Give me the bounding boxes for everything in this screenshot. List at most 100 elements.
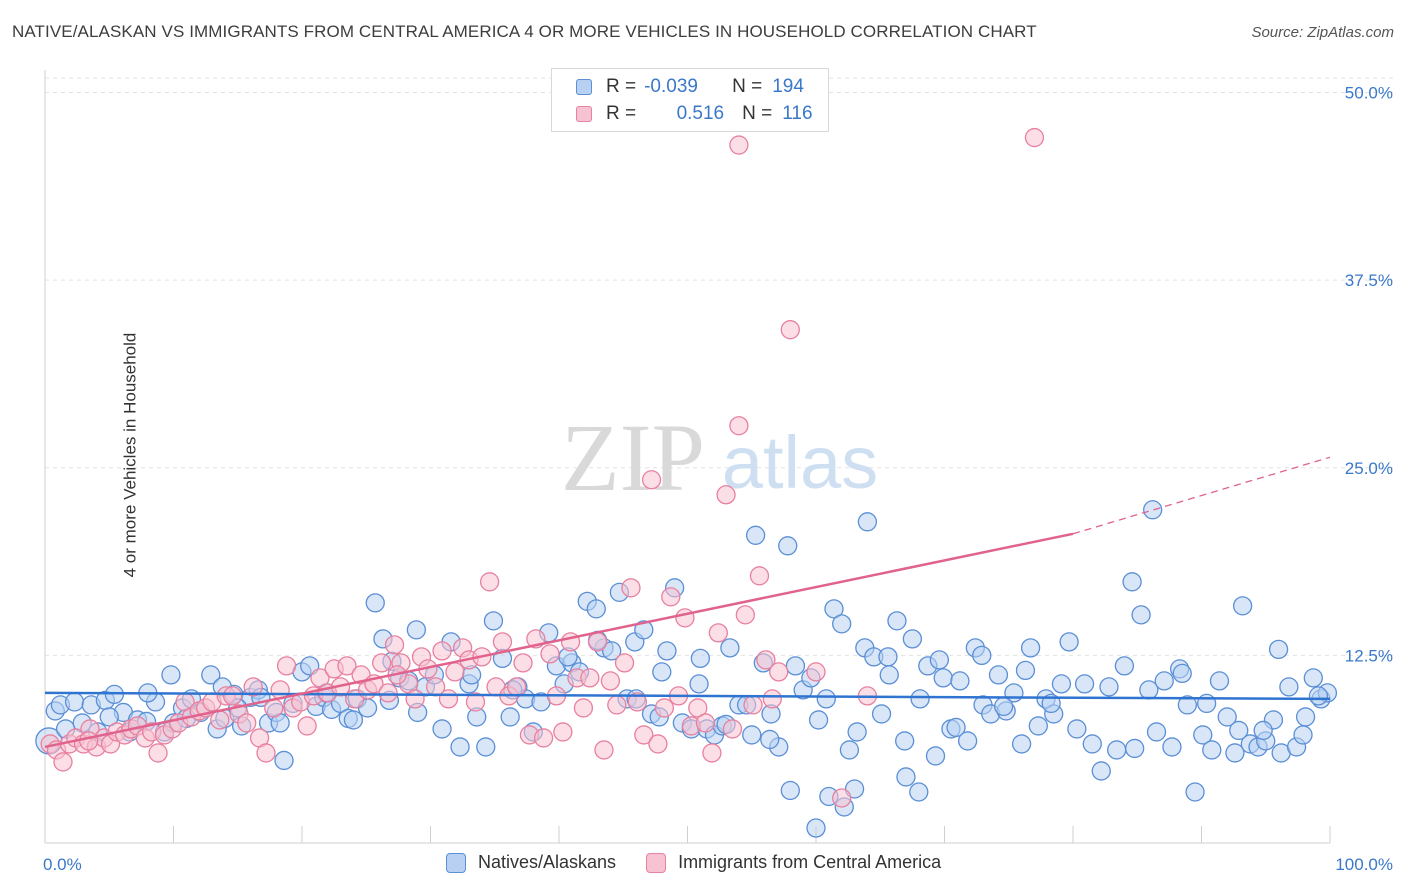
data-point [1082, 734, 1102, 754]
data-point [929, 650, 950, 670]
bottom-legend-immigrants: Immigrants from Central America [646, 852, 941, 873]
data-point [654, 698, 675, 718]
legend-swatch-blue [576, 79, 592, 95]
trend-line-immigrants [44, 532, 1074, 749]
series-natives-points [35, 500, 1338, 838]
data-point [1293, 725, 1313, 745]
data-point [988, 665, 1009, 685]
data-point [148, 743, 168, 763]
stats-legend: R = -0.039 N = 194 R = 0.516 N = 116 [551, 68, 829, 132]
data-point [540, 644, 560, 664]
legend-row-natives: R = -0.039 N = 194 [576, 75, 804, 99]
data-point [479, 572, 500, 592]
data-point [887, 611, 907, 631]
data-point [621, 578, 641, 598]
data-point [64, 692, 85, 712]
data-point [785, 656, 806, 676]
y-tick-label: 25.0% [1345, 459, 1393, 478]
data-point [1020, 638, 1041, 658]
data-point [580, 668, 600, 688]
data-point [832, 614, 852, 634]
data-point [1146, 722, 1167, 742]
data-point [1143, 500, 1163, 520]
data-point [614, 653, 635, 673]
y-axis-label: 4 or more Vehicles in Household [120, 332, 140, 578]
data-point [553, 722, 573, 742]
legend-r-label: R = [606, 103, 637, 124]
data-point [1185, 782, 1205, 802]
data-point [878, 647, 898, 667]
x-tick-label: 0.0% [43, 855, 82, 874]
data-point [778, 536, 798, 556]
data-point [1074, 674, 1095, 694]
data-point [432, 641, 452, 661]
data-point [378, 683, 398, 703]
data-point [806, 662, 826, 682]
legend-n-value: 194 [772, 76, 804, 97]
data-point [857, 512, 878, 532]
data-point [816, 689, 836, 709]
trend-line-immigrants-extension [1072, 456, 1331, 535]
data-point [450, 737, 470, 757]
data-point [99, 707, 119, 727]
data-point [925, 746, 946, 766]
data-point [879, 665, 899, 685]
data-point [1091, 761, 1111, 781]
data-point [1177, 695, 1198, 715]
data-point [946, 717, 966, 738]
data-point [602, 641, 622, 661]
data-point [1067, 719, 1087, 739]
data-point [806, 818, 826, 838]
data-point [587, 632, 608, 652]
data-point [634, 725, 654, 745]
data-point [201, 665, 221, 685]
data-point [909, 782, 929, 802]
data-point [708, 623, 728, 643]
data-point [1024, 127, 1045, 148]
data-point [808, 710, 829, 730]
legend-swatch-pink [576, 106, 592, 122]
data-point [1202, 740, 1222, 760]
data-point [1217, 707, 1237, 727]
legend-r-value: 0.516 [676, 103, 725, 124]
data-point [210, 710, 230, 730]
data-point [957, 731, 978, 751]
data-point [950, 671, 970, 691]
data-point [896, 767, 916, 787]
x-tick-label: 100.0% [1335, 855, 1393, 874]
data-point [729, 135, 749, 155]
data-point [438, 689, 459, 709]
data-point [533, 728, 554, 748]
data-point [594, 740, 614, 760]
data-point [716, 485, 736, 505]
data-point [1193, 725, 1213, 745]
data-point [745, 525, 766, 545]
data-point [756, 650, 776, 670]
grid-lines [45, 77, 1395, 656]
data-point [1172, 663, 1192, 684]
data-point [661, 587, 681, 607]
data-point [343, 710, 364, 730]
data-point [762, 689, 782, 709]
bottom-legend: Natives/Alaskans Immigrants from Central… [446, 852, 971, 873]
data-point [688, 698, 708, 718]
data-point [648, 734, 668, 754]
data-point [1028, 716, 1048, 736]
data-point [742, 725, 762, 745]
data-point [839, 740, 860, 760]
data-point [1268, 639, 1289, 660]
data-point [406, 620, 427, 640]
data-point [573, 698, 594, 718]
data-point [627, 692, 648, 712]
data-point [729, 416, 749, 436]
data-point [1279, 677, 1299, 697]
data-point [722, 719, 743, 739]
data-point [1051, 674, 1072, 694]
data-point [1099, 677, 1119, 697]
legend-n-label: N = [732, 76, 763, 97]
data-point [690, 648, 710, 669]
data-point [1122, 572, 1142, 592]
data-point [910, 689, 930, 709]
data-point [695, 713, 716, 733]
